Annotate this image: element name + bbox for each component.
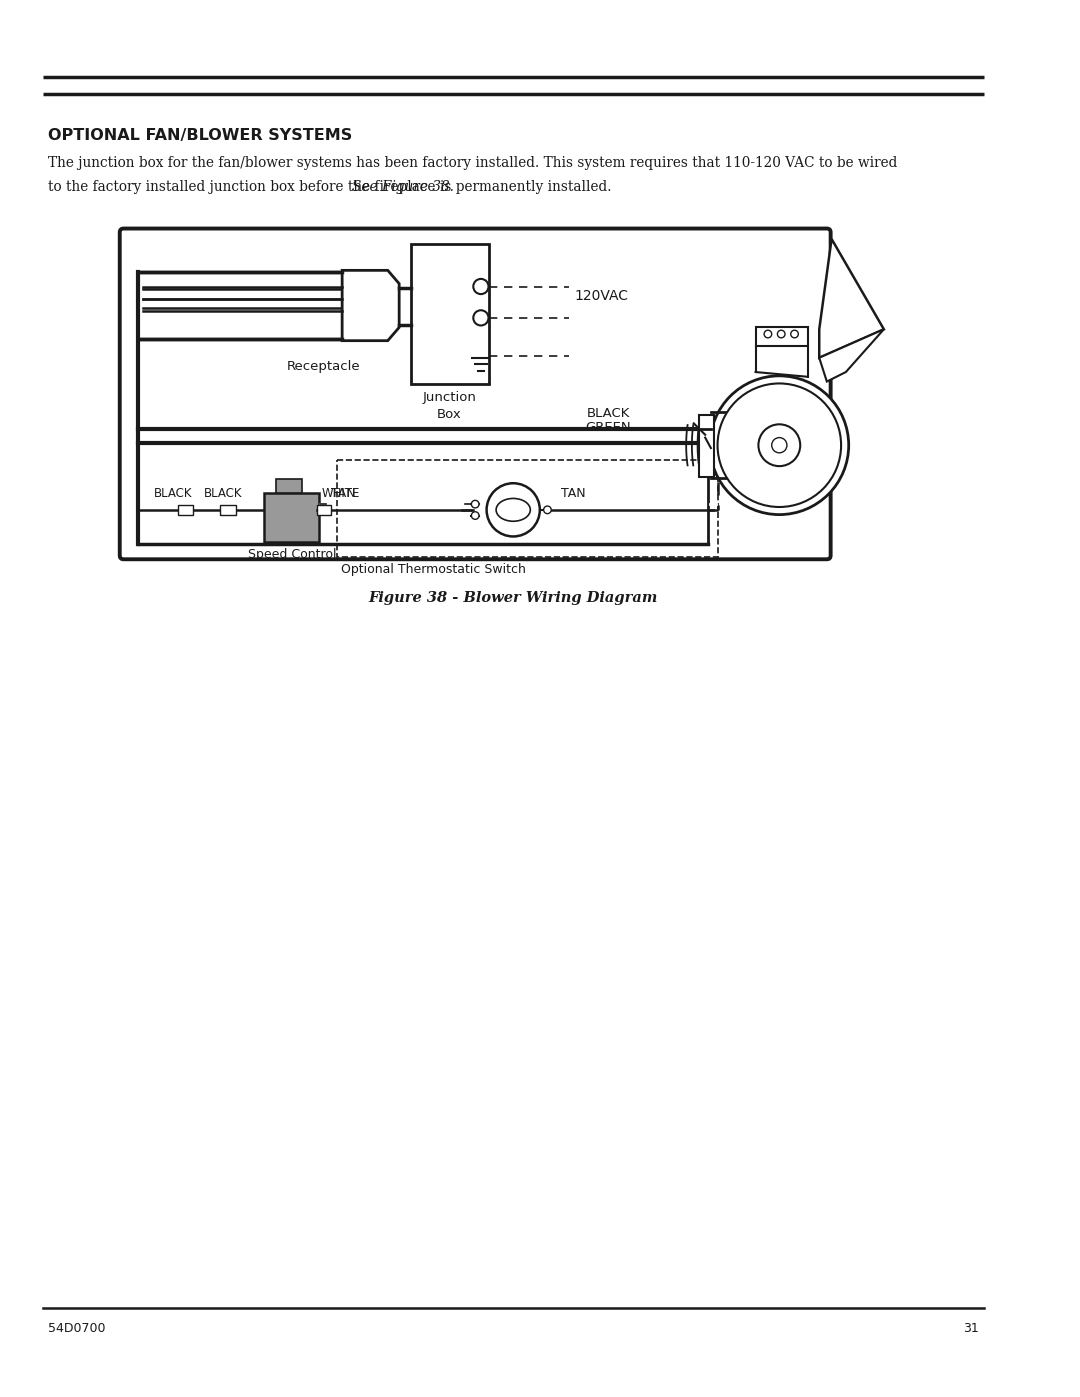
Text: TAN: TAN — [330, 488, 355, 500]
Circle shape — [473, 279, 488, 295]
Circle shape — [710, 376, 849, 514]
Text: Optional Thermostatic Switch: Optional Thermostatic Switch — [341, 563, 526, 576]
Bar — [138, 272, 342, 339]
Text: TAN: TAN — [561, 488, 585, 500]
Circle shape — [487, 483, 540, 536]
Text: 120VAC: 120VAC — [575, 289, 629, 303]
Text: Junction: Junction — [422, 391, 476, 404]
Text: BLACK: BLACK — [204, 488, 243, 500]
Text: BLACK: BLACK — [153, 488, 192, 500]
Text: 31: 31 — [963, 1323, 978, 1336]
Text: Speed Control: Speed Control — [247, 548, 336, 560]
Text: to the factory installed junction box before the fireplace is permanently instal: to the factory installed junction box be… — [48, 180, 616, 194]
Circle shape — [717, 383, 841, 507]
Text: WHITE: WHITE — [321, 488, 360, 500]
Circle shape — [791, 330, 798, 338]
Text: BLACK: BLACK — [586, 407, 630, 419]
Text: OPTIONAL FAN/BLOWER SYSTEMS: OPTIONAL FAN/BLOWER SYSTEMS — [48, 127, 352, 142]
Circle shape — [765, 330, 772, 338]
Circle shape — [543, 506, 551, 514]
Circle shape — [471, 500, 480, 509]
Bar — [265, 493, 320, 542]
Text: 54D0700: 54D0700 — [48, 1323, 105, 1336]
Circle shape — [778, 330, 785, 338]
Circle shape — [473, 310, 488, 326]
Bar — [700, 415, 714, 476]
Polygon shape — [820, 330, 883, 381]
Circle shape — [772, 437, 787, 453]
Text: See Figure 38.: See Figure 38. — [352, 180, 454, 194]
Bar — [337, 461, 717, 557]
Text: Receptacle: Receptacle — [286, 359, 360, 373]
Text: Figure 38 - Blower Wiring Diagram: Figure 38 - Blower Wiring Diagram — [368, 591, 658, 605]
Bar — [410, 243, 488, 384]
Bar — [220, 506, 235, 514]
Text: GREEN: GREEN — [585, 420, 631, 434]
Circle shape — [471, 511, 480, 520]
Text: Box: Box — [437, 408, 462, 420]
Bar — [275, 479, 302, 493]
Polygon shape — [820, 239, 883, 358]
Bar — [178, 506, 193, 514]
Circle shape — [758, 425, 800, 467]
Bar — [756, 327, 808, 346]
Polygon shape — [342, 271, 400, 341]
Bar — [318, 506, 330, 514]
Ellipse shape — [496, 499, 530, 521]
Text: The junction box for the fan/blower systems has been factory installed. This sys: The junction box for the fan/blower syst… — [48, 156, 896, 170]
